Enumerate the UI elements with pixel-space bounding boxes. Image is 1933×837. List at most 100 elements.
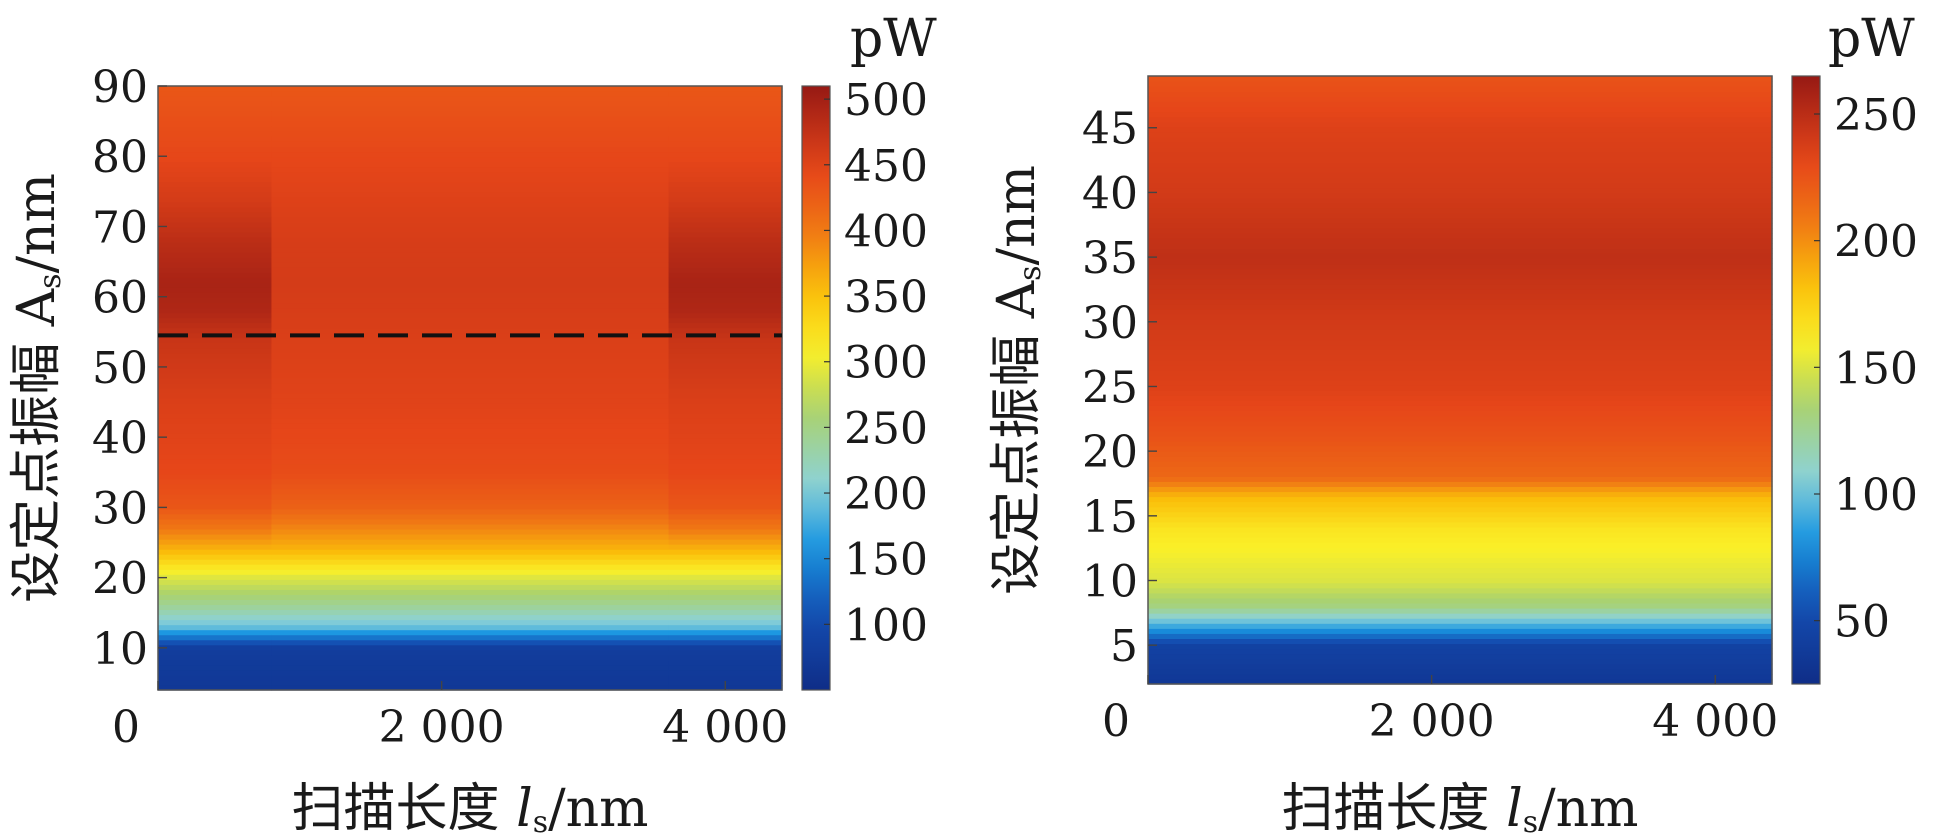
heatmap-cell [271,418,670,424]
heatmap-cell [158,231,273,238]
heatmap-cell [1148,212,1773,219]
heatmap-cell [271,292,670,298]
heatmap-cell [158,146,273,153]
heatmap-cell [668,654,783,661]
colorbar-left [801,85,831,691]
heatmap-cell [271,684,670,691]
heatmap-cell [668,659,783,666]
heatmap-cell [271,669,670,676]
heatmap-cell [158,453,273,460]
heatmap-cell [158,126,273,132]
heatmap-cell [158,569,273,575]
heatmap-cell [1148,258,1773,265]
heatmap-cell [271,594,670,600]
y-tick-label: 40 [92,413,148,464]
heatmap-cell [158,191,273,198]
heatmap-cell [271,413,670,419]
heatmap-cell [158,574,273,580]
heatmap-cell [158,116,273,122]
heatmap-cell [1148,202,1773,209]
x-ticks-left: 0 2 000 4 000 [112,681,788,753]
heatmap-cell [668,347,783,354]
heatmap-cell [668,503,783,510]
heatmap-cell [158,408,273,414]
heatmap-cell [158,362,273,369]
heatmap-cell [1148,445,1773,452]
heatmap-cell [271,357,670,364]
heatmap-cell [271,528,670,535]
heatmap-cell [271,247,670,253]
heatmap-cell [271,252,670,258]
heatmap-cell [1148,304,1773,310]
heatmap-cell [668,478,783,485]
heatmap-cell [271,111,670,117]
heatmap-cell [1148,177,1773,183]
heatmap-cell [271,614,670,621]
heatmap-cell [668,312,783,319]
x-tick-label: 0 [1102,696,1130,747]
heatmap-cell [158,106,273,112]
heatmap-cell [668,669,783,676]
heatmap-cell [668,634,783,641]
heatmap-cell [271,634,670,641]
heatmap-cell [158,443,273,449]
heatmap-cell [668,377,783,384]
colorbar-tick-label: 350 [844,272,928,323]
heatmap-cell [158,629,273,636]
y-tick-label: 30 [92,483,148,534]
heatmap-cell [668,161,783,168]
heatmap-cell [271,403,670,409]
heatmap-cell [1148,339,1773,346]
heatmap-cell [668,599,783,606]
heatmap-cell [668,513,783,520]
heatmap-cell [1148,587,1773,594]
heatmap-cell [271,131,670,137]
heatmap-cell [158,584,273,590]
heatmap-cell [668,262,783,268]
heatmap-cell [158,609,273,616]
heatmap-cell [271,161,670,168]
heatmap-cell [271,327,670,334]
x-axis-label-left: 扫描长度 ls/nm [292,779,649,837]
heatmap-cell [158,131,273,137]
heatmap-cell [668,317,783,324]
heatmap-cell [158,156,273,163]
heatmap-cell [271,211,670,218]
heatmap-cell [1148,228,1773,234]
heatmap-cell [158,206,273,213]
heatmap-cell [668,277,783,283]
heatmap-cell [158,533,273,540]
heatmap-cell [668,664,783,671]
heatmap-cell [1148,374,1773,381]
heatmap-cell [668,357,783,364]
heatmap-cell [1148,658,1773,665]
heatmap-cell [1148,96,1773,102]
heatmap-cell [158,544,273,550]
heatmap-cell [158,121,273,127]
heatmap-cell [668,191,783,198]
heatmap-cell [668,96,783,102]
heatmap-cell [158,257,273,263]
heatmap-cell [158,136,273,142]
heatmap-cell [271,201,670,208]
heatmap-cell [271,428,670,434]
heatmap-cell [158,508,273,515]
heatmap-cell [158,96,273,102]
heatmap-cell [668,121,783,127]
y-ticks-left: 10 20 30 40 50 60 70 80 90 [92,62,167,675]
y-tick-label: 70 [92,202,148,253]
heatmap-cell [271,267,670,273]
colorbar-ticks-left: 100 150 200 250 300 350 400 450 500 [824,75,928,651]
heatmap-cell [1148,420,1773,427]
heatmap-cell [668,382,783,389]
heatmap-cell [1148,461,1773,467]
heatmap-cell [668,483,783,490]
heatmap-cell [271,539,670,545]
heatmap-cell [668,226,783,233]
heatmap-cell [271,191,670,198]
heatmap-cell [271,322,670,329]
heatmap-cell [668,609,783,616]
heatmap-cell [271,126,670,132]
heatmap-cell [668,488,783,495]
heatmap-cell [668,297,783,304]
